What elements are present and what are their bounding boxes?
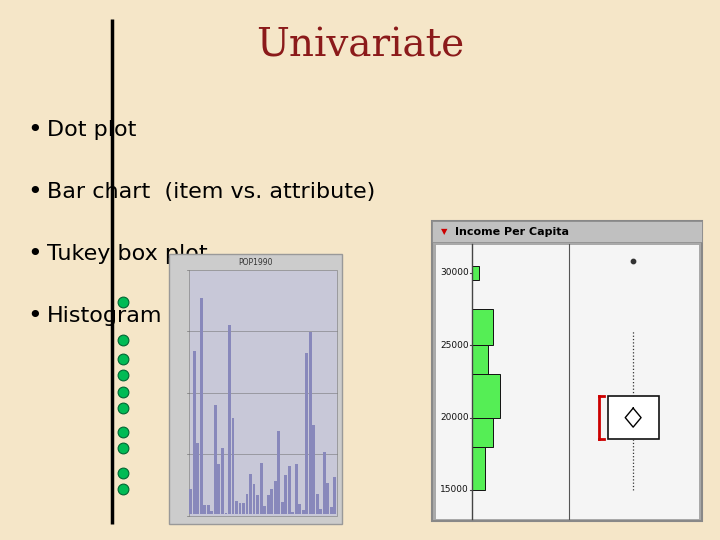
Bar [204,505,207,514]
Bar [472,417,492,447]
Bar [214,406,217,514]
Text: Income Per Capita: Income Per Capita [455,227,569,237]
Bar [217,464,220,514]
Bar [309,332,312,514]
Bar [246,495,248,514]
Bar [472,447,485,490]
Bar [472,345,488,374]
Text: ▼: ▼ [441,227,447,236]
Bar [260,463,263,514]
Bar [193,352,196,514]
Bar [608,396,659,440]
Bar [189,489,192,514]
Bar [432,221,702,521]
Bar [253,483,256,514]
Bar [238,503,241,514]
Bar [288,465,291,514]
Point [117,428,129,436]
Text: •: • [27,118,42,141]
Point [627,257,639,266]
Point [117,387,129,396]
Bar [472,374,500,417]
Bar [210,511,213,514]
Bar [270,489,273,514]
Text: Histogram: Histogram [47,306,162,326]
Bar [256,496,259,514]
Bar [298,504,301,514]
Bar [235,501,238,514]
Bar [249,474,252,514]
Bar [292,511,294,514]
Text: 30000: 30000 [440,268,469,278]
Point [117,444,129,453]
Bar [472,266,479,280]
Text: •: • [27,180,42,204]
Bar [472,309,492,345]
Bar [189,270,337,516]
Bar [432,221,702,242]
Text: •: • [27,304,42,328]
Bar [228,325,231,514]
Bar [197,443,199,514]
Bar [330,507,333,514]
Bar [207,505,210,514]
Text: Bar chart  (item vs. attribute): Bar chart (item vs. attribute) [47,181,375,202]
Bar [333,477,336,514]
Bar [266,495,269,514]
Bar [320,509,323,514]
Bar [435,244,699,519]
Bar [316,495,319,514]
Text: •: • [27,242,42,266]
Text: 20000: 20000 [440,413,469,422]
Text: 15000: 15000 [440,485,469,495]
Point [117,468,129,477]
Bar [284,475,287,514]
Text: Tukey box plot: Tukey box plot [47,244,207,264]
Bar [302,510,305,514]
Bar [264,506,266,514]
Bar [326,483,329,514]
Text: Dot plot: Dot plot [47,119,136,140]
Bar [281,502,284,514]
Bar [242,503,245,514]
Bar [221,448,224,514]
Bar [277,431,280,514]
Bar [323,452,325,514]
Text: 25000: 25000 [440,341,469,350]
Bar [274,481,276,514]
Point [117,336,129,345]
Point [117,355,129,363]
Point [117,371,129,380]
Text: POP1990: POP1990 [238,258,273,267]
Bar [225,513,228,514]
Bar [169,254,342,524]
Point [117,403,129,412]
Text: Univariate: Univariate [256,28,464,64]
Bar [305,353,308,514]
Bar [312,425,315,514]
Bar [200,298,203,514]
Bar [294,463,297,514]
Point [117,298,129,307]
Point [117,484,129,493]
Bar [232,417,235,514]
